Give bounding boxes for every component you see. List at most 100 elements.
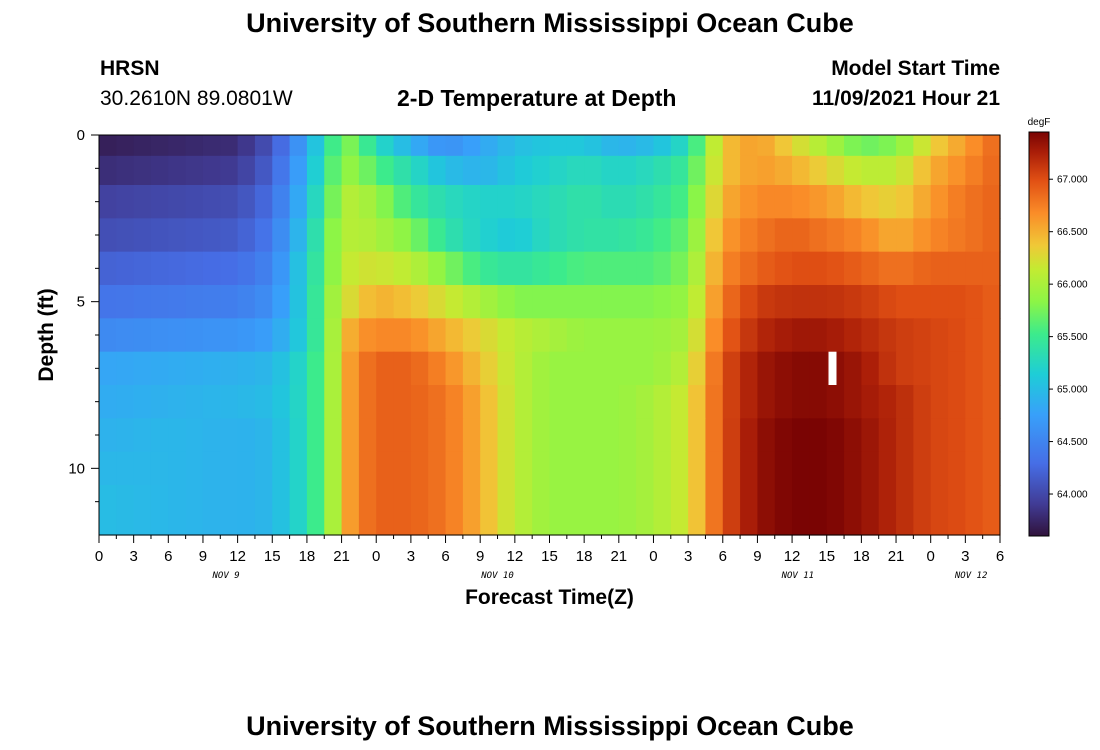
- heatmap-cell: [913, 218, 932, 253]
- heatmap-cell: [462, 185, 481, 219]
- heatmap-cell: [740, 318, 759, 353]
- heatmap-cell: [636, 285, 655, 319]
- heatmap-cell: [584, 285, 603, 319]
- heatmap-cell: [445, 385, 464, 419]
- heatmap-cell: [549, 385, 568, 419]
- heatmap-cell: [376, 185, 395, 219]
- heatmap-cell: [393, 385, 412, 419]
- heatmap-cell: [688, 351, 707, 386]
- heatmap-cell: [670, 218, 689, 253]
- heatmap-cell: [341, 285, 360, 319]
- heatmap-cell: [341, 155, 360, 186]
- heatmap-cell: [185, 135, 204, 157]
- heatmap-cell: [826, 418, 845, 453]
- heatmap-cell: [844, 318, 862, 353]
- heatmap-cell: [341, 385, 360, 419]
- heatmap-cell: [549, 251, 568, 286]
- heatmap-cell: [220, 351, 239, 386]
- heatmap-cell: [272, 385, 291, 419]
- heatmap-cell: [324, 451, 343, 486]
- heatmap-cell: [99, 351, 117, 386]
- heatmap-cell: [584, 418, 603, 453]
- heatmap-cell: [445, 251, 464, 286]
- colorbar-tick-label: 66.000: [1057, 280, 1088, 291]
- heatmap-cell: [393, 418, 412, 453]
- heatmap-cell: [653, 318, 672, 353]
- heatmap-cell: [826, 485, 845, 536]
- heatmap-cell: [913, 385, 932, 419]
- heatmap-cell: [601, 185, 620, 219]
- heatmap-cell: [99, 251, 117, 286]
- heatmap-cell: [341, 185, 360, 219]
- heatmap-cell: [133, 485, 152, 536]
- heatmap-cell: [896, 451, 914, 486]
- heatmap-cell: [549, 135, 568, 157]
- heatmap-cell: [480, 285, 499, 319]
- heatmap-cell: [358, 135, 377, 157]
- heatmap-cell: [896, 385, 914, 419]
- heatmap-cell: [428, 185, 447, 219]
- heatmap-cell: [428, 485, 447, 536]
- heatmap-cell: [185, 485, 204, 536]
- heatmap-cell: [826, 135, 845, 157]
- heatmap-cell: [861, 135, 880, 157]
- heatmap-cell: [688, 318, 707, 353]
- heatmap-cell: [861, 285, 880, 319]
- heatmap-cell: [497, 155, 516, 186]
- heatmap-cell: [220, 285, 239, 319]
- heatmap-cell: [826, 318, 845, 353]
- heatmap-cell: [930, 285, 949, 319]
- x-tick-label: 21: [888, 548, 905, 565]
- heatmap-cell: [289, 185, 308, 219]
- heatmap-cell: [514, 385, 533, 419]
- heatmap-cell: [809, 285, 828, 319]
- heatmap-cell: [514, 135, 533, 157]
- heatmap-cell: [844, 135, 862, 157]
- heatmap-cell: [133, 285, 152, 319]
- heatmap-cell: [844, 285, 862, 319]
- heatmap-cell: [965, 135, 984, 157]
- heatmap-cell: [670, 485, 689, 536]
- heatmap-cell: [116, 135, 135, 157]
- heatmap-cell: [653, 418, 672, 453]
- heatmap-cell: [670, 251, 689, 286]
- heatmap-cell: [566, 218, 585, 253]
- colorbar-tick-label: 64.500: [1057, 437, 1088, 448]
- heatmap-cell: [618, 185, 637, 219]
- heatmap-cell: [532, 251, 551, 286]
- heatmap-cell: [722, 285, 741, 319]
- heatmap-cell: [740, 155, 759, 186]
- heatmap-cell: [618, 135, 637, 157]
- heatmap-cell: [289, 218, 308, 253]
- heatmap-cell: [116, 285, 135, 319]
- y-axis: 0 5 10: [68, 127, 99, 503]
- heatmap-cell: [410, 385, 429, 419]
- y-axis-title: Depth (ft): [35, 288, 58, 381]
- heatmap-cell: [116, 218, 135, 253]
- x-tick-label: 12: [229, 548, 246, 565]
- y-tick-label: 5: [77, 294, 85, 311]
- x-date-label: NOV 10: [480, 571, 514, 581]
- heatmap-cell: [306, 485, 325, 536]
- heatmap-cell: [722, 385, 741, 419]
- heatmap-cell: [930, 418, 949, 453]
- heatmap-cell: [618, 218, 637, 253]
- heatmap-cell: [324, 218, 343, 253]
- heatmap-cell: [306, 251, 325, 286]
- heatmap-cell: [982, 385, 1001, 419]
- heatmap-cell: [254, 135, 273, 157]
- heatmap-cell: [306, 318, 325, 353]
- x-date-label: NOV 12: [954, 571, 988, 581]
- current-time-marker: [828, 351, 837, 385]
- heatmap-cell: [289, 385, 308, 419]
- heatmap-cell: [185, 451, 204, 486]
- heatmap-cell: [410, 418, 429, 453]
- x-tick-label: 6: [441, 548, 449, 565]
- heatmap-cell: [757, 251, 776, 286]
- heatmap-cell: [982, 155, 1001, 186]
- heatmap-cell: [670, 155, 689, 186]
- heatmap-cell: [341, 135, 360, 157]
- heatmap-cell: [878, 185, 897, 219]
- heatmap-cell: [306, 218, 325, 253]
- heatmap-cell: [289, 351, 308, 386]
